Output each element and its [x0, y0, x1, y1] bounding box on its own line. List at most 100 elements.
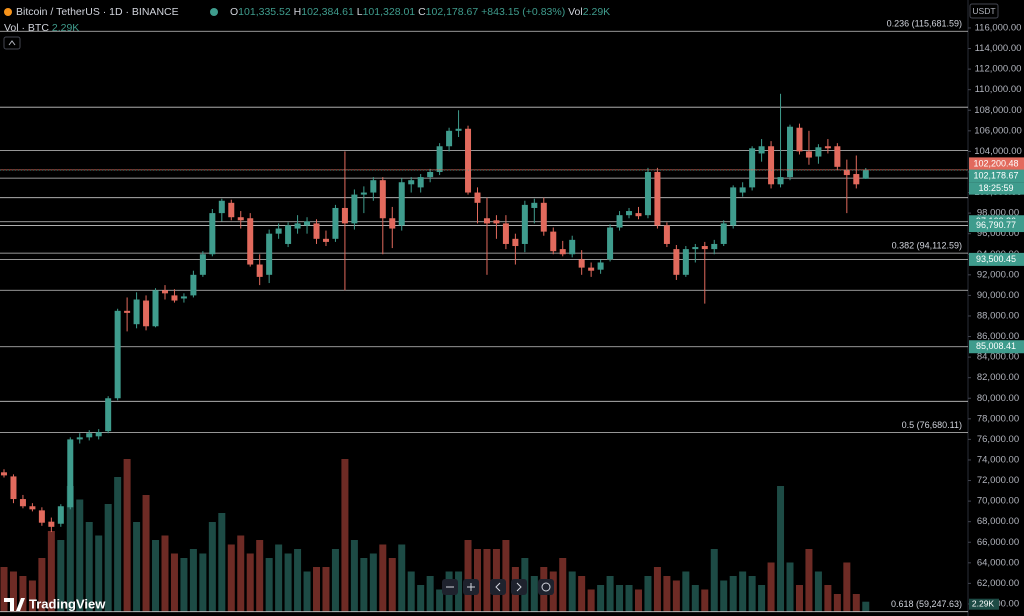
volume-bar: [530, 576, 538, 612]
y-tick-label: 76,000.00: [977, 434, 1019, 445]
volume-bar: [303, 571, 311, 612]
volume-bar: [38, 558, 46, 612]
candle-body: [180, 296, 187, 299]
scroll-right-button[interactable]: [511, 579, 527, 595]
volume-bar: [748, 576, 756, 612]
candle-body: [285, 225, 292, 244]
legend-value: 102,384.61: [301, 6, 354, 18]
candle-body: [483, 218, 490, 224]
candle-body: [777, 177, 784, 185]
volume-bar: [104, 504, 112, 612]
volume-bar: [417, 585, 425, 612]
collapse-icon: [8, 40, 16, 46]
level-tag-bg: [969, 219, 1024, 233]
candle-body: [114, 310, 121, 399]
y-tick-label: 108,000.00: [974, 105, 1022, 116]
candle-body: [427, 171, 434, 178]
y-tick-label: 78,000.00: [977, 413, 1019, 424]
volume-bar: [313, 567, 321, 612]
volume-bar: [227, 544, 235, 612]
legend-change: +843.15 (+0.83%): [481, 6, 565, 18]
candle-body: [493, 220, 500, 224]
candle-body: [644, 171, 651, 216]
candle-body: [304, 221, 311, 226]
volume-bar: [786, 562, 794, 612]
y-tick-label: 104,000.00: [974, 146, 1022, 157]
candle-body: [663, 225, 670, 244]
candle-body: [512, 238, 519, 247]
volume-bar: [0, 567, 8, 612]
legend-key: L: [357, 6, 363, 18]
candle-body: [616, 215, 623, 228]
candle-body: [531, 202, 538, 208]
candle-body: [730, 187, 737, 226]
volume-bar: [653, 567, 661, 612]
candle-body: [720, 223, 727, 244]
collapse-button[interactable]: [3, 36, 21, 50]
currency-label: USDT: [972, 6, 995, 16]
candle-body: [815, 147, 822, 157]
candle-body: [739, 187, 746, 193]
scroll-left-button[interactable]: [490, 579, 506, 595]
y-tick-label: 112,000.00: [975, 64, 1022, 75]
y-tick-label: 86,000.00: [977, 331, 1019, 342]
y-tick-label: 64,000.00: [977, 557, 1019, 568]
volume-bar: [369, 553, 377, 612]
volume-bar: [672, 580, 680, 612]
volume-bar: [161, 535, 169, 612]
candle-body: [275, 228, 282, 234]
legend-value: 101,335.52: [238, 6, 291, 18]
candle-body: [834, 146, 841, 167]
candle-body: [351, 194, 358, 224]
volume-bar: [483, 549, 491, 612]
candle-body: [237, 217, 244, 221]
volume-bar: [729, 576, 737, 612]
y-tick-label: 88,000.00: [977, 310, 1019, 321]
candle-body: [76, 437, 83, 440]
volume-bar: [265, 558, 273, 612]
legend-key: Vol: [568, 6, 583, 18]
candle-body: [749, 148, 756, 188]
volume-bar: [114, 477, 122, 612]
volume-bar: [350, 540, 358, 612]
volume-bar: [862, 601, 870, 612]
volume-bar: [256, 540, 264, 612]
candle-body: [38, 510, 45, 523]
y-tick-label: 66,000.00: [977, 537, 1019, 548]
volume-bar: [388, 558, 396, 612]
candle-body: [824, 146, 831, 149]
candle-body: [607, 227, 614, 260]
volume-bar: [795, 585, 803, 612]
candle-body: [218, 200, 225, 214]
volume-bar: [28, 580, 36, 612]
volume-tag: 2.29K: [972, 598, 995, 608]
y-tick-label: 82,000.00: [977, 372, 1019, 383]
candle-body: [540, 202, 547, 232]
legend-key: C: [418, 6, 426, 18]
volume-bar: [199, 553, 207, 612]
countdown-bg: [969, 182, 1024, 195]
countdown: 18:25:59: [978, 183, 1013, 193]
y-tick-label: 92,000.00: [977, 269, 1019, 280]
volume-bar: [208, 522, 216, 612]
candle-body: [133, 299, 140, 325]
volume-bar: [284, 553, 292, 612]
y-tick-label: 74,000.00: [977, 454, 1019, 465]
reset-button[interactable]: [538, 579, 554, 595]
volume-bar: [455, 571, 463, 612]
candle-body: [199, 254, 206, 275]
candle-body: [578, 259, 585, 268]
candle-body: [389, 218, 396, 229]
volume-bar: [379, 544, 387, 612]
volume-bar: [843, 562, 851, 612]
currency-button[interactable]: [969, 3, 999, 19]
candle-body: [446, 130, 453, 147]
candle-body: [247, 218, 254, 265]
volume-bar: [777, 486, 785, 612]
volume-bar: [57, 540, 65, 612]
candle-body: [360, 192, 367, 195]
volume-bar: [341, 459, 349, 612]
candle-body: [322, 238, 329, 242]
